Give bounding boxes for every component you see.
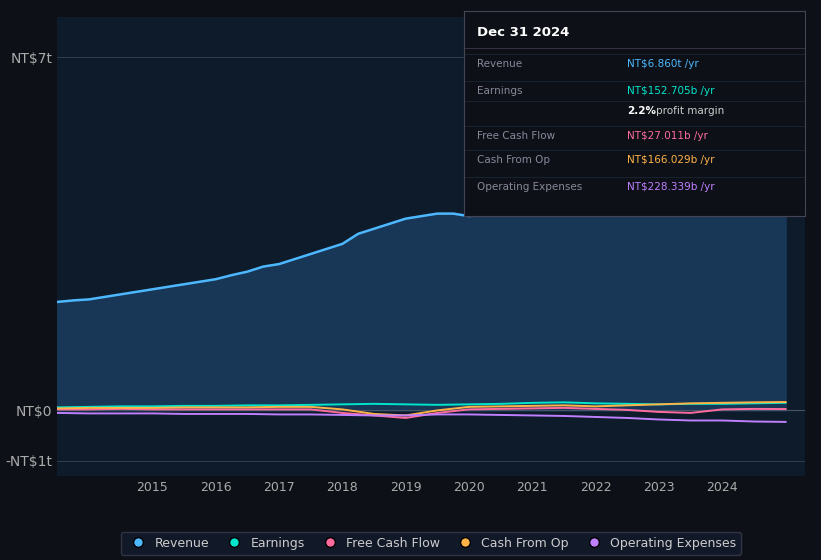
Text: Operating Expenses: Operating Expenses [478, 182, 583, 192]
Text: Cash From Op: Cash From Op [478, 156, 551, 165]
Text: NT$228.339b /yr: NT$228.339b /yr [627, 182, 715, 192]
Text: NT$6.860t /yr: NT$6.860t /yr [627, 59, 699, 69]
Text: NT$27.011b /yr: NT$27.011b /yr [627, 131, 709, 141]
Text: 2.2%: 2.2% [627, 106, 657, 116]
Text: NT$166.029b /yr: NT$166.029b /yr [627, 156, 715, 165]
Text: profit margin: profit margin [656, 106, 725, 116]
Text: Dec 31 2024: Dec 31 2024 [478, 26, 570, 39]
Text: Free Cash Flow: Free Cash Flow [478, 131, 556, 141]
Text: Earnings: Earnings [478, 86, 523, 96]
Text: Revenue: Revenue [478, 59, 523, 69]
Legend: Revenue, Earnings, Free Cash Flow, Cash From Op, Operating Expenses: Revenue, Earnings, Free Cash Flow, Cash … [121, 531, 741, 555]
Text: NT$152.705b /yr: NT$152.705b /yr [627, 86, 715, 96]
